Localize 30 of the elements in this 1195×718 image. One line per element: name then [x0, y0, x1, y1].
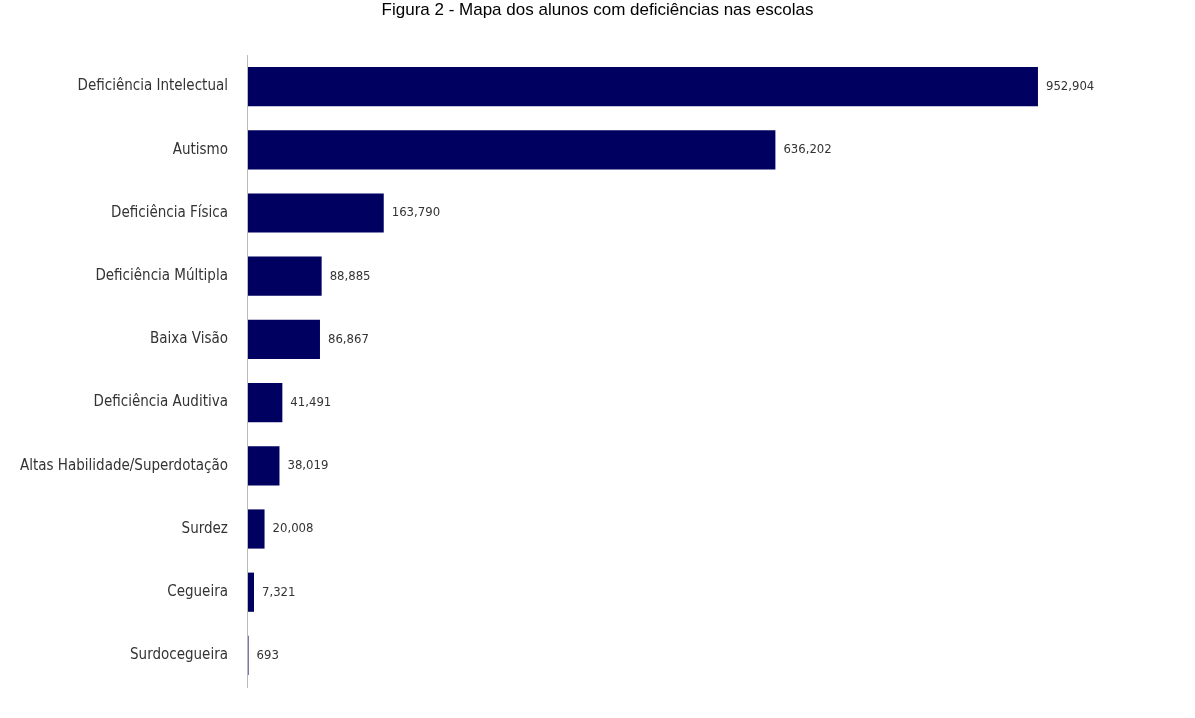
y-tick-label: Deficiência Física [111, 202, 228, 221]
bar [247, 383, 283, 423]
y-tick-label: Cegueira [167, 582, 228, 601]
data-label: 952,904 [1045, 77, 1095, 93]
bar [247, 319, 320, 359]
data-label: 38,019 [287, 457, 329, 473]
y-tick-label: Baixa Visão [149, 329, 228, 348]
data-label: 88,885 [329, 267, 371, 283]
chart-title: Figura 2 - Mapa dos alunos com deficiências nas escolas [380, 0, 815, 21]
bar [247, 193, 384, 233]
y-tick-label: Autismo [172, 139, 228, 158]
y-tick-label: Surdocegueira [130, 645, 228, 664]
y-tick-label: Deficiência Auditiva [93, 392, 228, 411]
y-tick-label: Deficiência Intelectual [77, 76, 228, 95]
bar [247, 130, 776, 170]
data-label: 20,008 [272, 520, 314, 536]
y-tick-label: Deficiência Múltipla [95, 266, 228, 285]
data-label: 86,867 [327, 330, 369, 346]
bar [247, 67, 1038, 107]
bar [247, 572, 255, 612]
bar [247, 256, 322, 296]
data-label: 41,491 [290, 393, 332, 409]
bar [247, 446, 280, 486]
bar [247, 509, 265, 549]
data-label: 7,321 [262, 583, 296, 599]
y-tick-label: Altas Habilidade/Superdotação [19, 455, 228, 474]
data-label: 163,790 [391, 204, 441, 220]
y-tick-label: Surdez [181, 518, 228, 537]
data-label: 693 [256, 646, 279, 662]
data-label: 636,202 [783, 141, 832, 157]
